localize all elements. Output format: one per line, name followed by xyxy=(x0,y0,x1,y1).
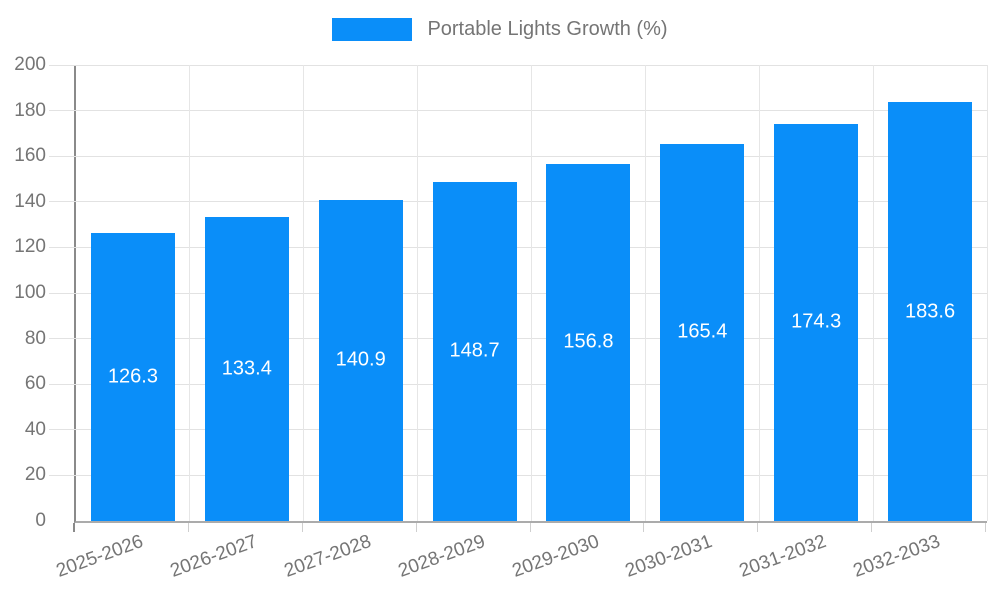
v-gridline xyxy=(303,65,305,521)
h-gridline xyxy=(49,429,987,431)
legend-label: Portable Lights Growth (%) xyxy=(427,18,668,40)
bar-value-label: 156.8 xyxy=(563,330,614,353)
x-axis-tick-mark xyxy=(187,523,189,532)
chart-legend[interactable]: Portable Lights Growth (%) xyxy=(0,18,1000,41)
bar: 140.9 xyxy=(318,199,403,521)
x-axis-tick-label: 2030-2031 xyxy=(622,531,716,582)
bar: 126.3 xyxy=(90,233,175,521)
x-axis-tick-label: 2032-2033 xyxy=(850,531,944,582)
bar-value-label: 140.9 xyxy=(335,348,386,371)
bar: 165.4 xyxy=(660,143,745,521)
v-gridline xyxy=(189,65,191,521)
bar: 148.7 xyxy=(432,181,517,521)
h-gridline xyxy=(49,246,987,248)
y-axis-tick-label: 80 xyxy=(24,327,46,349)
x-axis-tick-label: 2029-2030 xyxy=(509,531,602,582)
v-gridline xyxy=(644,65,646,521)
x-axis-tick-label: 2027-2028 xyxy=(281,531,374,582)
v-gridline xyxy=(417,65,419,521)
h-gridline xyxy=(49,110,987,112)
plot-area: 126.3 133.4 140.9 148.7 156.8 165.4 174.3 183.6 xyxy=(49,64,988,523)
y-axis-tick-label: 20 xyxy=(24,464,46,486)
x-axis-tick-mark xyxy=(757,523,759,532)
h-gridline xyxy=(49,338,987,340)
bar-value-label: 165.4 xyxy=(677,320,728,343)
y-axis-tick-label: 120 xyxy=(14,236,46,258)
bar-value-label: 126.3 xyxy=(107,365,158,388)
y-axis-tick-label: 200 xyxy=(14,54,46,75)
y-axis-tick-label: 0 xyxy=(35,510,46,531)
bar: 174.3 xyxy=(774,123,859,521)
h-gridline xyxy=(49,292,987,294)
x-axis-tick-label: 2031-2032 xyxy=(736,531,830,582)
h-gridline xyxy=(49,383,987,385)
y-axis-tick-label: 100 xyxy=(14,282,46,303)
h-gridline xyxy=(49,474,987,476)
v-gridline xyxy=(986,65,988,521)
y-axis-tick-label: 40 xyxy=(24,418,46,440)
bar-value-label: 174.3 xyxy=(791,310,842,333)
y-axis-tick-label: 180 xyxy=(14,99,46,121)
bar: 156.8 xyxy=(546,163,631,521)
y-axis-tick-label: 140 xyxy=(14,190,46,212)
x-axis-tick-mark xyxy=(529,523,531,532)
v-gridline xyxy=(531,65,532,521)
x-axis-tick-mark xyxy=(301,523,303,532)
x-axis-tick-mark xyxy=(643,523,645,532)
x-axis-tick-mark xyxy=(871,523,873,532)
h-gridline xyxy=(49,155,987,157)
bar-value-label: 133.4 xyxy=(221,357,272,380)
h-gridline xyxy=(49,64,987,66)
x-axis-tick-mark xyxy=(985,523,986,532)
h-gridline xyxy=(49,201,987,203)
x-axis-tick-label: 2026-2027 xyxy=(167,531,260,582)
y-axis-foot-tick xyxy=(73,523,75,532)
y-axis-tick-label: 160 xyxy=(14,145,46,167)
v-gridline xyxy=(872,65,874,521)
bar-value-label: 148.7 xyxy=(449,339,500,362)
x-axis-tick-label: 2025-2026 xyxy=(53,531,147,582)
y-axis-tick-label: 60 xyxy=(24,373,46,395)
bar: 183.6 xyxy=(888,102,973,521)
x-axis-tick-label: 2028-2029 xyxy=(395,531,488,582)
legend-swatch xyxy=(332,18,413,41)
bar: 133.4 xyxy=(204,216,289,521)
v-gridline xyxy=(758,65,760,521)
bar-value-label: 183.6 xyxy=(905,300,956,323)
x-axis-tick-mark xyxy=(415,523,417,532)
